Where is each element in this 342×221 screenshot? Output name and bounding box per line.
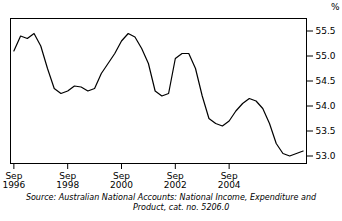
svg-text:Sep2000: Sep2000 — [110, 171, 133, 190]
svg-text:53.5: 53.5 — [316, 126, 336, 136]
svg-text:%: % — [331, 2, 340, 12]
svg-text:Sep2004: Sep2004 — [218, 171, 241, 190]
svg-text:Sep2002: Sep2002 — [164, 171, 187, 190]
svg-text:54.0: 54.0 — [316, 101, 336, 111]
svg-text:53.0: 53.0 — [316, 151, 336, 161]
svg-text:55.0: 55.0 — [316, 51, 336, 61]
svg-text:Sep1996: Sep1996 — [2, 171, 25, 190]
svg-text:54.5: 54.5 — [316, 76, 336, 86]
html-text:Source: Australian National Ac: Source: Australian National Accounts: Na… — [25, 193, 317, 212]
svg-text:Sep1998: Sep1998 — [56, 171, 79, 190]
svg-text:55.5: 55.5 — [316, 26, 336, 36]
